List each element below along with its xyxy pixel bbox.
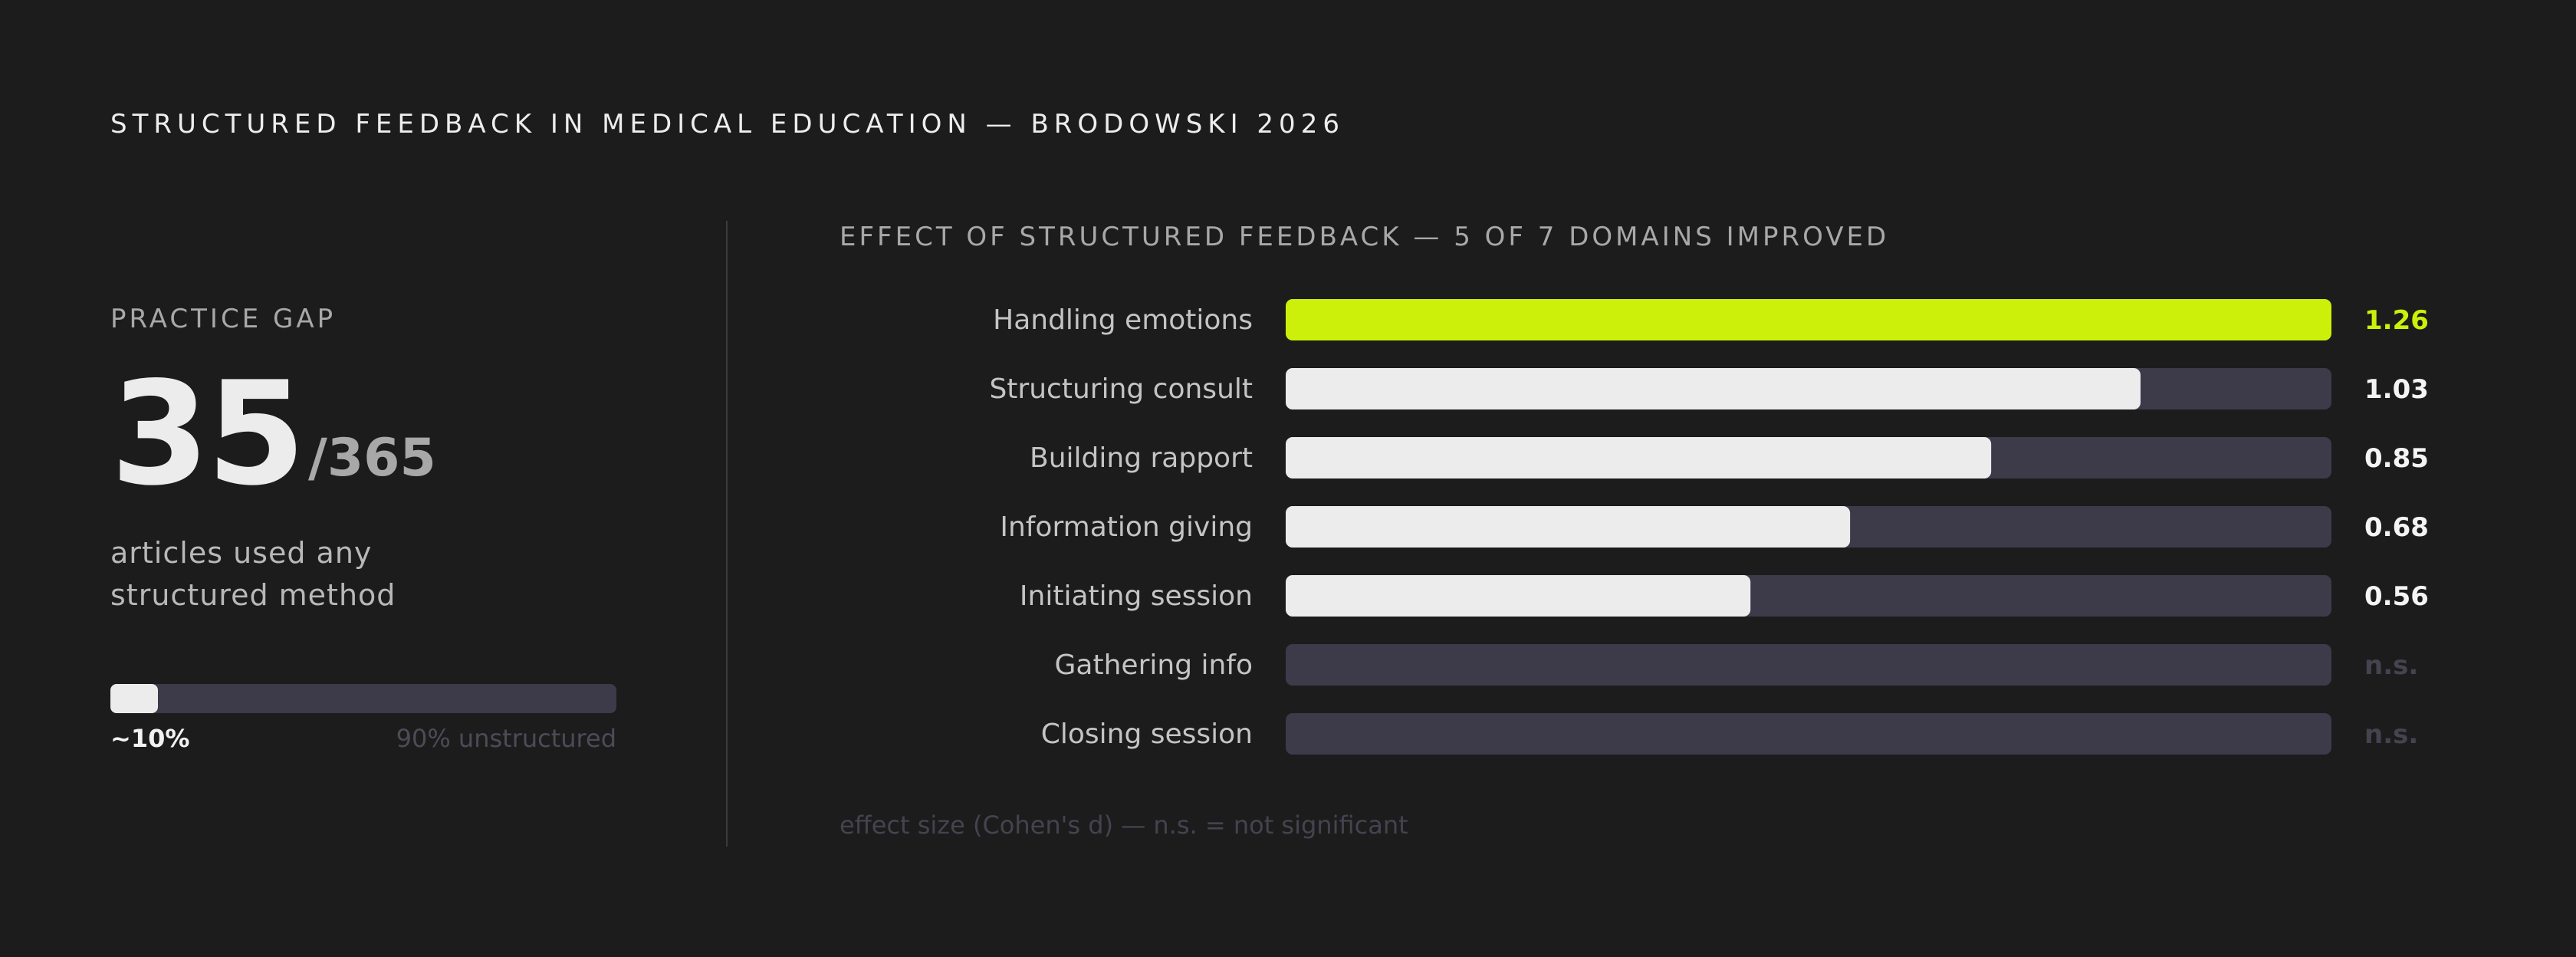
page-title: STRUCTURED FEEDBACK IN MEDICAL EDUCATION… bbox=[110, 109, 1345, 140]
chart-note: effect size (Cohen's d) — n.s. = not sig… bbox=[840, 811, 1408, 840]
practice-gap-label: PRACTICE GAP bbox=[110, 304, 337, 334]
practice-gap-count: 35 bbox=[110, 350, 306, 517]
bar-track-closing-session bbox=[1286, 713, 2331, 755]
value-label-gathering-info: n.s. bbox=[2364, 650, 2418, 681]
category-label-handling-emotions: Handling emotions bbox=[993, 304, 1253, 336]
category-label-initiating-session: Initiating session bbox=[1020, 580, 1253, 612]
bar-information-giving bbox=[1286, 506, 1851, 548]
value-label-structuring-consult: 1.03 bbox=[2364, 374, 2429, 405]
value-label-information-giving: 0.68 bbox=[2364, 512, 2429, 543]
bar-structuring-consult bbox=[1286, 368, 2141, 409]
bar-handling-emotions bbox=[1286, 299, 2331, 340]
practice-gap-description: articles used any structured method bbox=[110, 536, 396, 612]
practice-gap-bar-remainder: 90% unstructured bbox=[396, 724, 616, 753]
value-label-handling-emotions: 1.26 bbox=[2364, 305, 2429, 336]
bar-initiating-session bbox=[1286, 575, 1751, 617]
practice-gap-bar-value: ~10% bbox=[110, 724, 190, 753]
bar-track-gathering-info bbox=[1286, 644, 2331, 686]
panel-divider bbox=[726, 221, 728, 847]
value-label-initiating-session: 0.56 bbox=[2364, 581, 2429, 612]
category-label-structuring-consult: Structuring consult bbox=[989, 373, 1253, 405]
practice-gap-bar-fill bbox=[110, 684, 158, 713]
category-label-gathering-info: Gathering info bbox=[1055, 650, 1253, 681]
category-label-building-rapport: Building rapport bbox=[1030, 442, 1253, 474]
value-label-closing-session: n.s. bbox=[2364, 719, 2418, 750]
bar-building-rapport bbox=[1286, 437, 1992, 479]
value-label-building-rapport: 0.85 bbox=[2364, 443, 2429, 474]
practice-gap-bar bbox=[110, 684, 616, 713]
category-label-closing-session: Closing session bbox=[1041, 719, 1253, 750]
practice-gap-total: /365 bbox=[308, 428, 436, 488]
practice-gap-panel: PRACTICE GAP 35 /365 articles used any s… bbox=[110, 304, 616, 753]
chart-title: EFFECT OF STRUCTURED FEEDBACK — 5 OF 7 D… bbox=[840, 222, 1890, 252]
category-label-information-giving: Information giving bbox=[1000, 511, 1253, 543]
practice-gap-stat: 35 /365 bbox=[110, 350, 616, 517]
